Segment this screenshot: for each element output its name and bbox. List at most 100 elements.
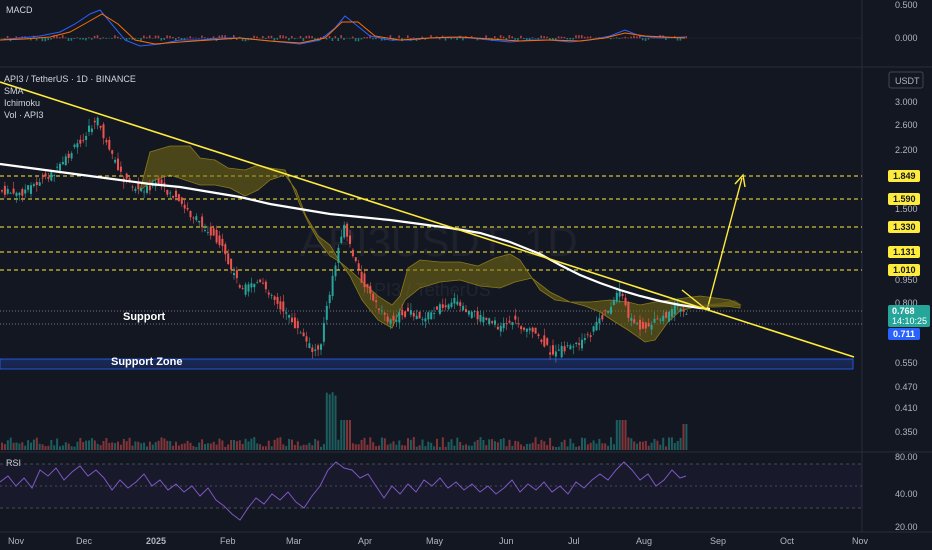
volume-bar — [607, 445, 610, 450]
candle-body — [209, 226, 212, 236]
macd-hist-bar — [143, 35, 145, 39]
macd-hist-bar — [531, 37, 534, 39]
candle-body — [372, 293, 375, 301]
volume-bar — [24, 445, 27, 450]
volume-bar — [160, 437, 163, 450]
candle-body — [575, 342, 578, 345]
macd-hist-bar — [679, 38, 682, 41]
candle-body — [488, 318, 491, 325]
macd-hist-bar — [59, 37, 61, 39]
macd-hist-bar — [30, 38, 32, 41]
indicator-ichimoku-label[interactable]: Ichimoku — [4, 98, 40, 108]
candle-body — [586, 334, 589, 336]
candle-body — [131, 186, 134, 188]
volume-bar — [293, 444, 296, 450]
macd-hist-bar — [192, 37, 194, 39]
candle-body — [102, 124, 105, 139]
volume-bar — [436, 438, 438, 450]
volume-bar — [462, 445, 465, 450]
rsi-tick-20: 20.00 — [895, 522, 918, 532]
volume-bar — [615, 420, 618, 450]
volume-bar — [59, 446, 61, 450]
level-tag-1849: 1.849 — [893, 171, 916, 181]
macd-hist-bar — [299, 36, 302, 39]
macd-hist-bar — [154, 35, 157, 39]
candle-body — [581, 339, 583, 349]
candle-body — [409, 310, 412, 315]
macd-hist-bar — [64, 37, 67, 39]
volume-bar — [459, 441, 462, 450]
volume-bar — [575, 446, 578, 450]
volume-bar — [64, 442, 67, 450]
indicator-sma-label[interactable]: SMA — [4, 86, 24, 96]
candle-body — [128, 178, 131, 183]
candle-body — [320, 344, 322, 350]
candle-body — [56, 166, 59, 168]
macd-hist-bar — [172, 36, 174, 39]
volume-bar — [76, 441, 79, 450]
volume-bar — [508, 439, 511, 450]
candle-body — [227, 253, 230, 265]
macd-hist-bar — [311, 36, 313, 39]
macd-hist-bar — [151, 38, 154, 39]
candle-body — [392, 315, 395, 321]
volume-bar — [96, 443, 99, 450]
macd-hist-bar — [302, 38, 305, 42]
candle-body — [546, 338, 549, 345]
volume-bar — [322, 444, 325, 450]
macd-hist-bar — [380, 38, 383, 41]
candle-body — [514, 315, 517, 320]
candle-body — [125, 173, 128, 179]
volume-bar — [195, 446, 198, 450]
macd-hist-bar — [563, 36, 566, 39]
candle-body — [407, 307, 409, 312]
macd-hist-bar — [233, 35, 235, 39]
candle-body — [264, 281, 267, 290]
macd-hist-bar — [389, 35, 392, 39]
volume-bar — [93, 440, 96, 450]
volume-bar — [61, 445, 64, 450]
macd-hist-bar — [653, 38, 656, 39]
macd-hist-bar — [644, 38, 647, 41]
candle-body — [64, 156, 67, 166]
candle-body — [572, 346, 575, 348]
volume-bar — [56, 438, 59, 450]
candle-body — [473, 311, 476, 312]
volume-bar — [450, 439, 453, 450]
macd-hist-bar — [618, 38, 621, 39]
candle-body — [137, 183, 140, 190]
symbol-title[interactable]: API3 / TetherUS · 1D · BINANCE — [4, 74, 136, 84]
volume-bar — [467, 445, 470, 450]
volume-bar — [44, 446, 47, 450]
volume-bar — [412, 437, 415, 450]
macd-hist-bar — [314, 38, 316, 40]
currency-box[interactable] — [888, 71, 924, 89]
candle-body — [380, 310, 383, 312]
volume-bar — [479, 437, 482, 450]
y-tick-0350: 0.350 — [895, 427, 918, 437]
candle-body — [349, 235, 351, 245]
volume-bar — [163, 438, 166, 450]
macd-hist-bar — [537, 38, 540, 40]
candle-body — [450, 302, 453, 307]
volume-bar — [618, 420, 621, 450]
macd-hist-bar — [148, 35, 151, 39]
volume-bar — [30, 442, 32, 450]
macd-hist-bar — [53, 35, 55, 39]
macd-hist-bar — [450, 38, 453, 40]
candle-body — [430, 312, 433, 320]
candle-body — [160, 179, 163, 186]
macd-hist-bar — [499, 35, 502, 39]
macd-hist-bar — [354, 38, 357, 42]
volume-bar — [337, 439, 340, 450]
volume-bar — [137, 441, 140, 450]
candle-body — [470, 311, 473, 318]
volume-bar — [407, 438, 409, 450]
x-tick-dec: Dec — [76, 536, 93, 546]
volume-bar — [73, 446, 76, 450]
indicator-volume-label[interactable]: Vol · API3 — [4, 110, 44, 120]
x-tick-jun: Jun — [499, 536, 514, 546]
candle-body — [253, 283, 256, 288]
volume-bar — [392, 441, 395, 450]
